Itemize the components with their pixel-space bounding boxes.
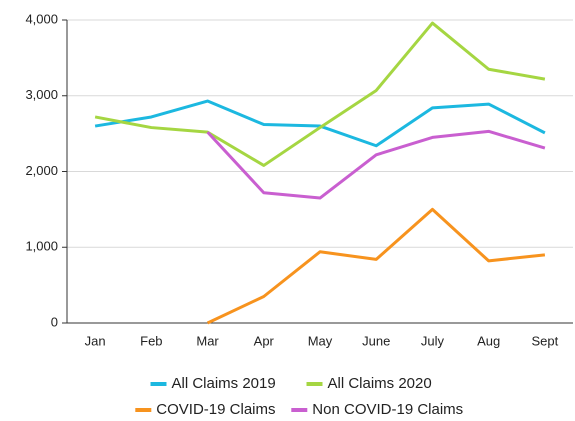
legend-label: All Claims 2019 <box>172 375 276 392</box>
legend-label: Non COVID-19 Claims <box>312 401 463 418</box>
x-tick-label: Feb <box>140 333 162 348</box>
y-tick-label: 2,000 <box>25 163 58 178</box>
series-line <box>94 99 546 148</box>
y-tick-label: 4,000 <box>25 11 58 26</box>
series-line <box>206 129 546 200</box>
x-tick-label: July <box>421 333 445 348</box>
y-tick-label: 0 <box>51 314 58 329</box>
x-tick-label: Aug <box>477 333 500 348</box>
y-tick-label: 3,000 <box>25 87 58 102</box>
x-tick-label: Sept <box>532 333 559 348</box>
legend-label: COVID-19 Claims <box>156 401 275 418</box>
x-tick-label: Apr <box>254 333 275 348</box>
x-tick-label: Jan <box>85 333 106 348</box>
legend-label: All Claims 2020 <box>328 375 432 392</box>
x-tick-label: May <box>308 333 333 348</box>
series-line <box>94 21 546 167</box>
series-line <box>206 207 546 325</box>
x-tick-label: Mar <box>196 333 219 348</box>
x-tick-label: June <box>362 333 390 348</box>
y-tick-label: 1,000 <box>25 239 58 254</box>
